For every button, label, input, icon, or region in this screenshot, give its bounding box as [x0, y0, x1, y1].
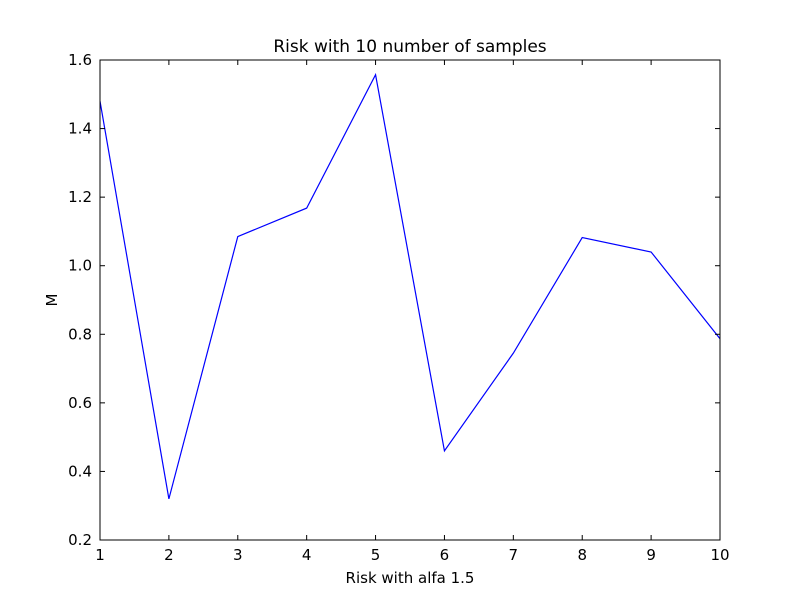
- x-tick-label: 6: [440, 546, 450, 564]
- x-tick-label: 3: [233, 546, 243, 564]
- y-tick-label: 0.6: [68, 394, 92, 412]
- x-tick-label: 10: [710, 546, 729, 564]
- y-tick-label: 1.0: [68, 257, 92, 275]
- x-tick-label: 7: [509, 546, 519, 564]
- series-line-0: [100, 72, 720, 500]
- x-tick-label: 8: [577, 546, 587, 564]
- x-axis-label: Risk with alfa 1.5: [346, 569, 475, 587]
- y-tick-label: 0.4: [68, 462, 92, 480]
- x-tick-label: 9: [646, 546, 656, 564]
- axes-frame: [99, 59, 721, 541]
- plot-area: 1 2 3 4 5 6 7 8 9 10 0.2 0.4 0.6 0.8 1.0 1.2 1.4 1.6: [68, 51, 729, 564]
- y-tick-label: 0.8: [68, 325, 92, 343]
- x-tick-label: 2: [164, 546, 174, 564]
- y-tick-label: 1.4: [68, 120, 92, 138]
- chart-title: Risk with 10 number of samples: [273, 37, 546, 57]
- y-axis-label: M: [43, 294, 61, 307]
- x-tick-label: 1: [95, 546, 105, 564]
- x-tick-label: 5: [371, 546, 381, 564]
- y-tick-label: 1.6: [68, 51, 92, 69]
- x-tick-label: 4: [302, 546, 312, 564]
- y-tick-label: 1.2: [68, 188, 92, 206]
- y-tick-label: 0.2: [68, 531, 92, 549]
